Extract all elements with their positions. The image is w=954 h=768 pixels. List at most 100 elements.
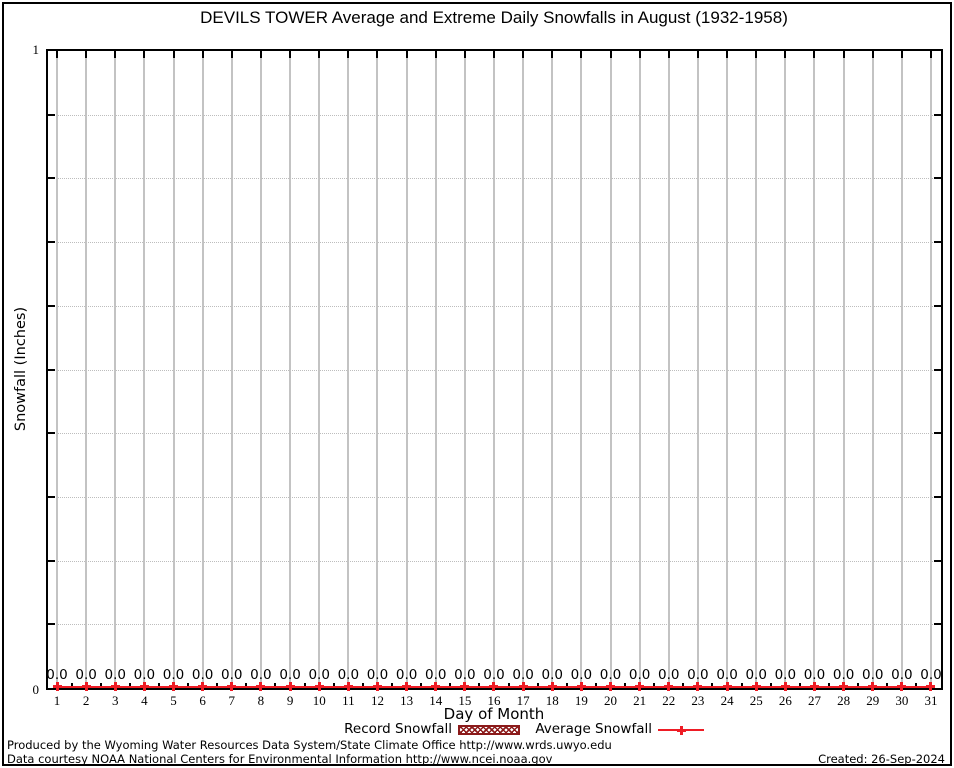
x-axis-minor-tick-bottom bbox=[128, 683, 131, 688]
x-gridline-day bbox=[813, 51, 816, 688]
x-axis-tick-top bbox=[347, 51, 350, 58]
y-axis-tick-right bbox=[934, 496, 941, 498]
x-gridline-day bbox=[551, 51, 554, 688]
point-value-label: 0.0 bbox=[337, 667, 360, 683]
y-axis-tick-right bbox=[934, 241, 941, 243]
point-value-label: 0.0 bbox=[687, 667, 709, 683]
x-gridline-day bbox=[143, 51, 146, 688]
x-axis-minor-tick-bottom bbox=[857, 683, 860, 688]
x-axis-tick-top bbox=[551, 51, 554, 58]
average-snowfall-point-marker-icon bbox=[343, 682, 353, 691]
legend-average-snowfall-label: Average Snowfall bbox=[535, 721, 652, 737]
point-value-label: 0.0 bbox=[774, 667, 797, 683]
average-snowfall-point-marker-icon bbox=[547, 682, 557, 691]
x-axis-tick-top bbox=[929, 51, 932, 58]
x-tick-label: 2 bbox=[82, 693, 90, 708]
average-snowfall-point-marker-icon bbox=[868, 682, 878, 691]
point-value-label: 0.0 bbox=[832, 667, 855, 683]
point-value-label: 0.0 bbox=[803, 667, 826, 683]
x-gridline-day bbox=[871, 51, 874, 688]
x-axis-tick-top bbox=[580, 51, 583, 58]
y-axis-title: Snowfall (Inches) bbox=[13, 306, 29, 432]
y-axis-tick-left bbox=[48, 623, 55, 625]
point-value-label: 0.0 bbox=[46, 667, 68, 683]
x-tick-label: 31 bbox=[924, 693, 938, 708]
y-axis-tick-left bbox=[48, 114, 55, 116]
x-axis-tick-top bbox=[114, 51, 117, 58]
x-axis-title: Day of Month bbox=[443, 705, 545, 723]
average-snowfall-point-marker-icon bbox=[314, 682, 324, 691]
y-axis-tick-left bbox=[48, 560, 55, 562]
x-axis-tick-top bbox=[405, 51, 408, 58]
average-snowfall-point-marker-icon bbox=[285, 682, 295, 691]
average-snowfall-point-marker-icon bbox=[227, 682, 237, 691]
x-axis-minor-tick-bottom bbox=[536, 683, 539, 688]
x-axis-tick-top bbox=[289, 51, 292, 58]
x-tick-label: 25 bbox=[749, 693, 763, 708]
average-snowfall-point-marker-icon bbox=[839, 682, 849, 691]
footer-produced-by: Produced by the Wyoming Water Resources … bbox=[7, 738, 612, 752]
average-snowfall-point-marker-icon bbox=[751, 682, 761, 691]
x-axis-minor-tick-bottom bbox=[507, 683, 510, 688]
average-snowfall-point-marker-icon bbox=[52, 682, 62, 691]
x-tick-label: 7 bbox=[228, 693, 236, 708]
x-gridline-day bbox=[56, 51, 58, 688]
x-axis-tick-top bbox=[755, 51, 758, 58]
x-tick-label: 27 bbox=[807, 693, 821, 708]
x-axis-tick-top bbox=[85, 51, 88, 58]
x-axis-tick-top bbox=[434, 51, 437, 58]
x-tick-label: 1 bbox=[53, 693, 61, 708]
point-value-label: 0.0 bbox=[891, 667, 913, 683]
point-value-label: 0.0 bbox=[861, 667, 884, 683]
y-axis-tick-right bbox=[934, 114, 941, 116]
x-gridline-day bbox=[201, 51, 204, 688]
x-gridline-day bbox=[114, 51, 117, 688]
y-axis-tick-right bbox=[934, 369, 941, 371]
x-axis-tick-top bbox=[813, 51, 816, 58]
point-value-label: 0.0 bbox=[366, 667, 389, 683]
footer-data-courtesy: Data courtesy NOAA National Centers for … bbox=[7, 752, 553, 766]
average-snowfall-point-marker-icon bbox=[198, 682, 208, 691]
x-gridline-day bbox=[259, 51, 262, 688]
average-snowfall-point-marker-icon bbox=[256, 682, 266, 691]
x-tick-label: 9 bbox=[286, 693, 294, 708]
x-axis-minor-tick-bottom bbox=[478, 683, 481, 688]
x-tick-label: 24 bbox=[720, 693, 734, 708]
x-gridline-day bbox=[230, 51, 233, 688]
x-axis-tick-top bbox=[696, 51, 699, 58]
x-tick-label: 17 bbox=[516, 693, 530, 708]
x-gridline-day bbox=[726, 51, 729, 688]
average-snowfall-point-marker-icon bbox=[518, 682, 528, 691]
x-gridline-day bbox=[900, 51, 903, 688]
x-gridline-day bbox=[929, 51, 932, 688]
x-axis-minor-tick-bottom bbox=[361, 683, 364, 688]
point-value-label: 0.0 bbox=[221, 667, 243, 683]
average-snowfall-point-marker-icon bbox=[897, 682, 907, 691]
y-axis-tick-right bbox=[934, 560, 941, 562]
average-snowfall-point-marker-icon bbox=[489, 682, 499, 691]
x-gridline-day bbox=[172, 51, 175, 688]
x-axis-tick-top bbox=[463, 51, 466, 58]
x-axis-tick-top bbox=[230, 51, 233, 58]
x-tick-label: 14 bbox=[429, 693, 443, 708]
legend-record-snowfall-swatch-icon bbox=[458, 725, 520, 735]
point-value-label: 0.0 bbox=[162, 667, 185, 683]
x-axis-tick-top bbox=[784, 51, 787, 58]
x-axis-tick-top bbox=[842, 51, 845, 58]
point-value-label: 0.0 bbox=[716, 667, 738, 683]
x-gridline-day bbox=[842, 51, 845, 688]
x-tick-label: 12 bbox=[370, 693, 384, 708]
average-snowfall-point-marker-icon bbox=[576, 682, 586, 691]
x-axis-tick-top bbox=[492, 51, 495, 58]
x-axis-minor-tick-bottom bbox=[915, 683, 918, 688]
x-gridline-day bbox=[609, 51, 612, 688]
average-snowfall-point-marker-icon bbox=[635, 682, 645, 691]
average-snowfall-point-marker-icon bbox=[664, 682, 674, 691]
x-gridline-day bbox=[376, 51, 379, 688]
x-axis-minor-tick-bottom bbox=[594, 683, 597, 688]
x-axis-tick-top bbox=[871, 51, 874, 58]
average-snowfall-point-marker-icon bbox=[81, 682, 91, 691]
x-tick-label: 13 bbox=[400, 693, 414, 708]
x-axis-minor-tick-bottom bbox=[740, 683, 743, 688]
x-tick-label: 3 bbox=[112, 693, 119, 708]
